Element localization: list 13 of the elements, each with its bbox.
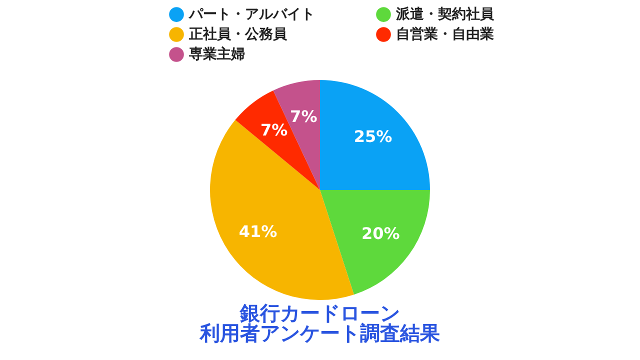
legend-label: 派遣・契約社員 (395, 6, 495, 23)
legend-label: 自営業・自由業 (396, 26, 494, 42)
data-label: 25% (354, 126, 392, 146)
data-label: 41% (238, 222, 278, 242)
data-label: 7% (260, 120, 288, 140)
pie-slice (320, 80, 430, 190)
data-label: 20% (362, 224, 400, 244)
data-label: 7% (290, 106, 318, 126)
legend-label: 正社員・公務員 (188, 26, 288, 42)
legend-label: 専業主婦 (188, 46, 245, 62)
legend-label: パート・アルバイト (188, 6, 315, 23)
pie-slice (320, 190, 430, 295)
pie-slice (235, 90, 320, 190)
